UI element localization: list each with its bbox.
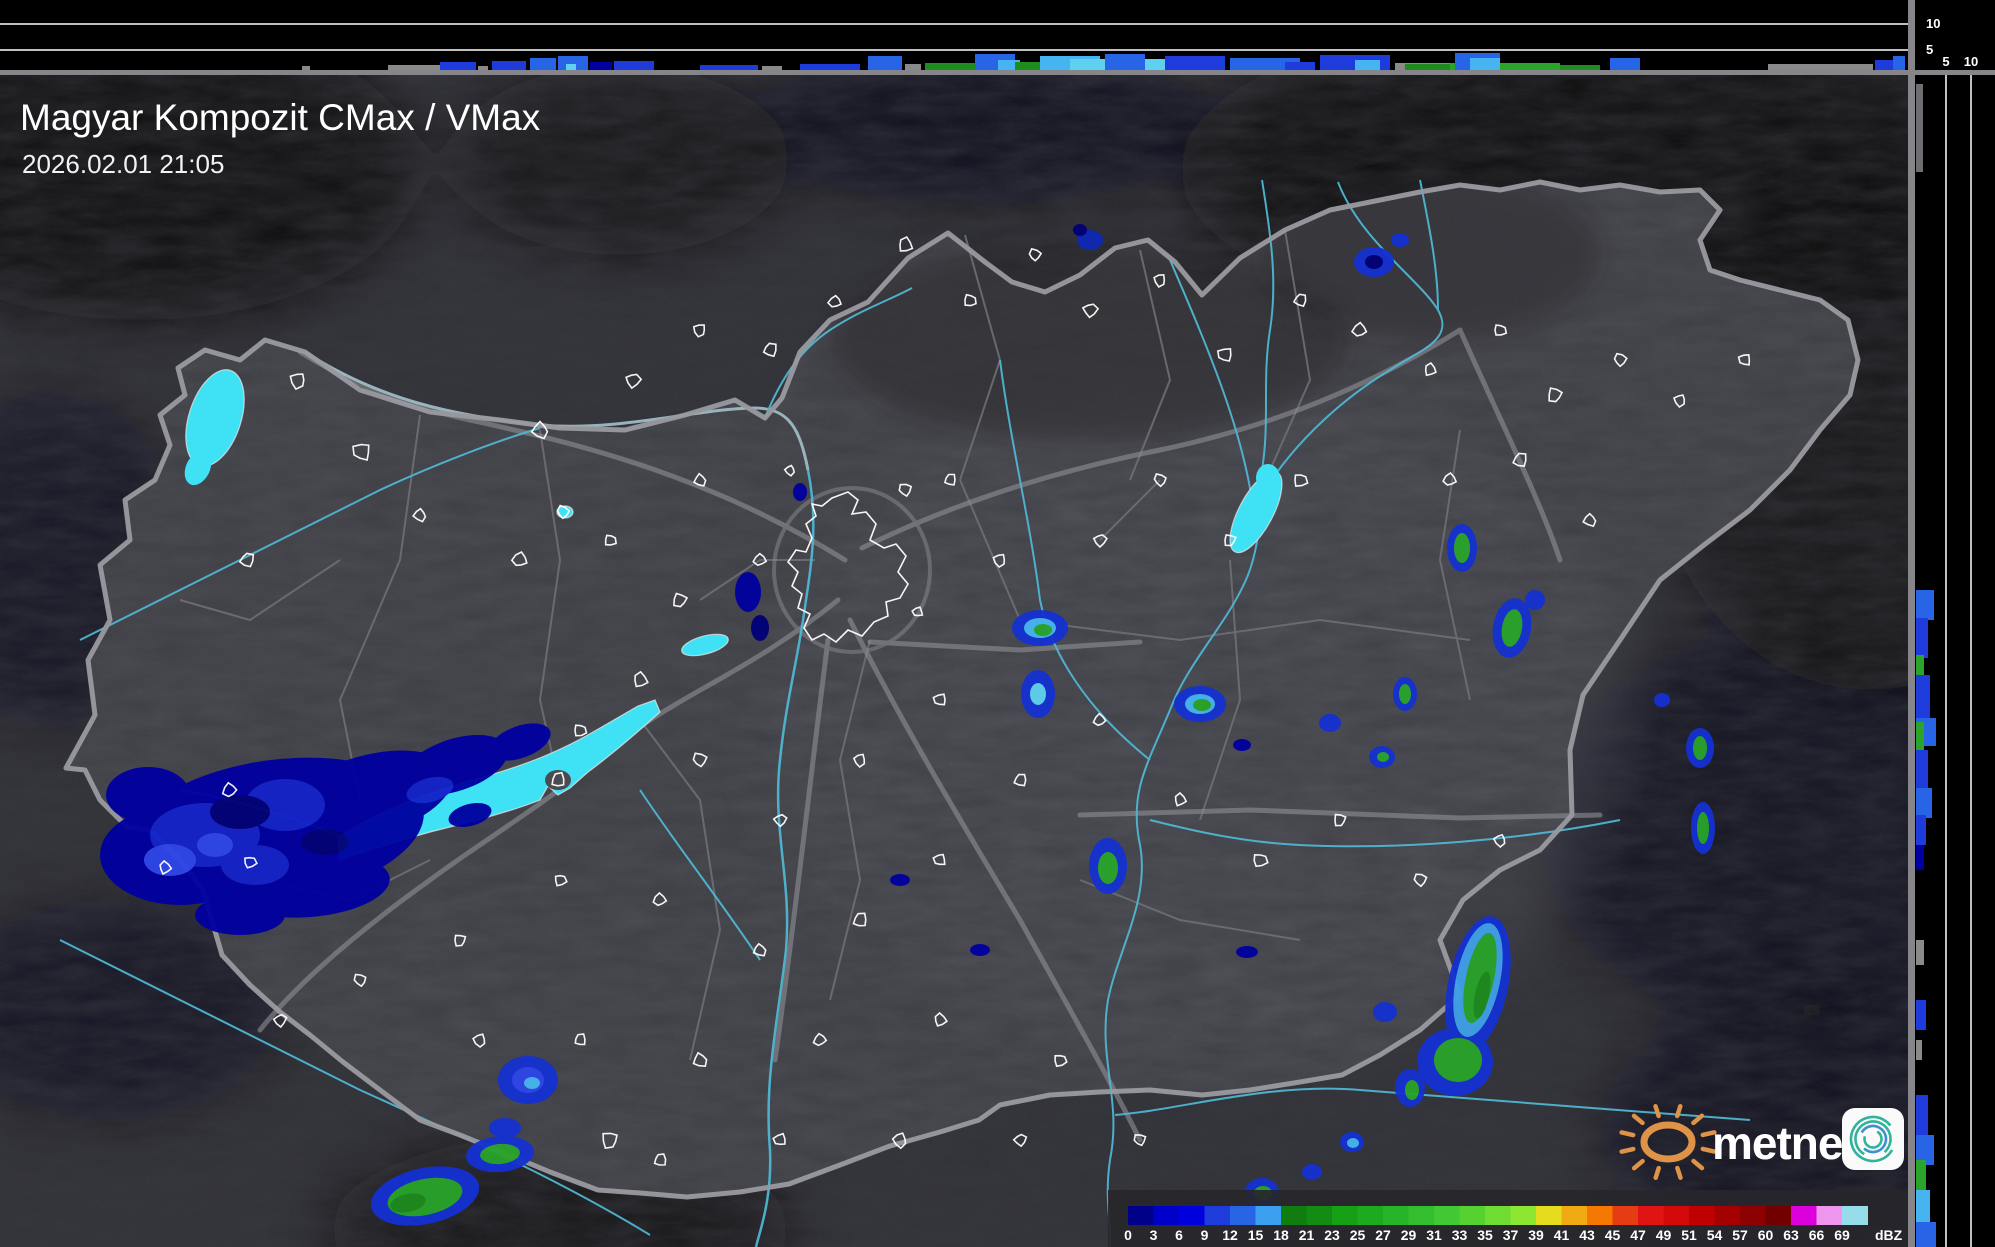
svg-text:51: 51 (1681, 1227, 1697, 1243)
svg-text:35: 35 (1477, 1227, 1493, 1243)
lake-tata (556, 505, 574, 519)
right-axis-label-5: 5 (1942, 54, 1949, 69)
colorbar: 0 3 6 9 12 15 18 21 23 25 27 29 31 33 35 37 39 41 43 45 47 49… (1108, 1190, 1908, 1247)
right-profile-data (1916, 84, 1936, 1247)
river-tisza (1104, 181, 1444, 1247)
metnet-app-icon (1842, 1108, 1904, 1170)
sun-icon-core (1640, 1121, 1696, 1163)
river-koros (1149, 819, 1621, 848)
svg-text:33: 33 (1452, 1227, 1468, 1243)
map-timestamp: 2026.02.01 21:05 (22, 149, 224, 179)
svg-text:15: 15 (1248, 1227, 1264, 1243)
right-axis-label-10: 10 (1964, 54, 1978, 69)
river-danube (304, 350, 810, 471)
svg-text:43: 43 (1579, 1227, 1595, 1243)
river-zagyva (999, 359, 1151, 761)
top-axis-label-5: 5 (1926, 42, 1933, 57)
svg-text:31: 31 (1426, 1227, 1442, 1243)
svg-text:0: 0 (1124, 1227, 1132, 1243)
frame-vertical (1908, 0, 1915, 1247)
svg-text:9: 9 (1201, 1227, 1209, 1243)
right-profile-panel (1915, 0, 1995, 1247)
town-outlines (159, 235, 1751, 1166)
river-raba (79, 427, 541, 641)
colorbar-ticks: 0 3 6 9 12 15 18 21 23 25 27 29 31 33 35 37 39 41 43 45 47 49… (1124, 1227, 1850, 1243)
svg-text:41: 41 (1554, 1227, 1570, 1243)
svg-text:25: 25 (1350, 1227, 1366, 1243)
top-axis-label-10: 10 (1926, 16, 1940, 31)
svg-text:29: 29 (1401, 1227, 1417, 1243)
svg-text:54: 54 (1707, 1227, 1723, 1243)
river-sio (639, 789, 761, 961)
svg-text:60: 60 (1758, 1227, 1774, 1243)
svg-text:37: 37 (1503, 1227, 1519, 1243)
svg-text:12: 12 (1222, 1227, 1238, 1243)
svg-text:57: 57 (1732, 1227, 1748, 1243)
river-hernad (1261, 179, 1275, 471)
map-panel (0, 73, 1908, 1247)
top-profile-panel (0, 0, 1908, 71)
svg-text:39: 39 (1528, 1227, 1544, 1243)
map-title: Magyar Kompozit CMax / VMax (20, 97, 541, 138)
sun-icon (1619, 1103, 1717, 1181)
right-profile-bg (1915, 0, 1995, 1247)
river-maros (1114, 1087, 1751, 1121)
budapest-outline (786, 491, 909, 644)
svg-text:6: 6 (1175, 1227, 1183, 1243)
colorbar-unit-label: dBZ (1875, 1227, 1903, 1243)
lake-velence (681, 633, 729, 657)
axis-corner: 10 5 5 10 (1926, 16, 1978, 69)
metnet-logo: metnet (1619, 1103, 1904, 1181)
svg-text:66: 66 (1809, 1227, 1825, 1243)
river-danube-south (754, 469, 815, 1247)
river-bodrog (1419, 179, 1439, 311)
colorbar-cells (1128, 1206, 1868, 1225)
svg-text:18: 18 (1273, 1227, 1289, 1243)
svg-text:21: 21 (1299, 1227, 1315, 1243)
lake-ferto-tail (184, 450, 212, 486)
frame-horizontal (0, 70, 1995, 75)
logo-text: metnet (1712, 1117, 1857, 1169)
svg-text:45: 45 (1605, 1227, 1621, 1243)
radar-echoes (100, 224, 1715, 1226)
grain-texture (0, 73, 1908, 1247)
lake-tisza-bay (1256, 464, 1280, 492)
svg-text:69: 69 (1834, 1227, 1850, 1243)
svg-text:23: 23 (1324, 1227, 1340, 1243)
top-profile-data (302, 53, 1905, 70)
top-profile-bg (0, 0, 1908, 71)
svg-text:47: 47 (1630, 1227, 1646, 1243)
river-drava (59, 939, 651, 1236)
svg-text:3: 3 (1150, 1227, 1158, 1243)
river-sajo (1169, 259, 1253, 501)
river-ipoly (764, 287, 913, 419)
svg-text:49: 49 (1656, 1227, 1672, 1243)
svg-text:63: 63 (1783, 1227, 1799, 1243)
svg-text:27: 27 (1375, 1227, 1391, 1243)
